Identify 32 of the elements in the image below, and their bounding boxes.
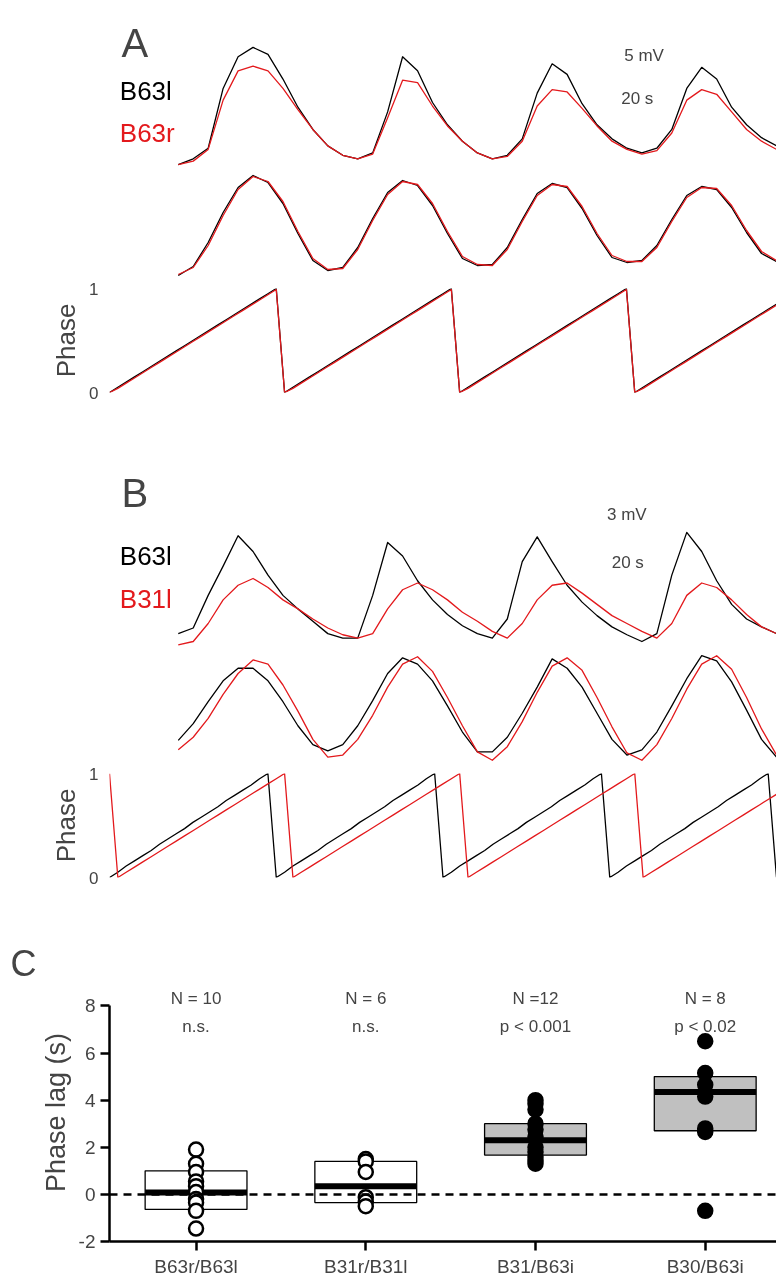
y-tick-label: 1 — [89, 279, 99, 299]
series-label: B63l — [119, 540, 172, 571]
y-tick-label: 0 — [84, 1183, 96, 1205]
annotation: N = 8 p < 0.02 — [674, 989, 737, 1036]
annotation: N =12 p < 0.001 — [499, 989, 572, 1036]
y-axis-title: Phase lag (s) — [40, 1032, 71, 1193]
annotation: 20 s — [611, 553, 644, 572]
y-tick-label: 0 — [89, 383, 99, 403]
annotation: N = 6 n.s. — [345, 989, 387, 1036]
x-tick-label: B63r/B63l — [154, 1255, 238, 1277]
chart-title: B — [121, 470, 149, 515]
chart-title: A — [121, 20, 149, 65]
chart-title: C — [10, 942, 37, 984]
series-label: B31l — [119, 583, 172, 614]
text: 3 mV — [607, 505, 648, 524]
y-axis-title: Phase — [51, 303, 82, 378]
y-axis-title: Phase — [51, 788, 82, 863]
y-tick-label: 1 — [89, 764, 99, 784]
y-tick-label: 2 — [84, 1136, 96, 1158]
y-tick-label: 8 — [84, 995, 96, 1017]
y-tick-label: 4 — [84, 1089, 96, 1111]
annotation: N = 10 n.s. — [170, 989, 222, 1036]
x-tick-label: B31/B63i — [496, 1255, 575, 1277]
series-label: B63r — [119, 117, 176, 148]
y-tick-label: 0 — [89, 868, 99, 888]
annotation: 20 s — [621, 89, 654, 108]
x-tick-label: B31r/B31l — [324, 1255, 408, 1277]
y-tick-label: 6 — [84, 1042, 96, 1064]
series-label: B63l — [119, 75, 172, 106]
x-tick-label: B30/B63i — [666, 1255, 744, 1277]
annotation: 5 mV — [624, 46, 665, 65]
y-tick-label: -2 — [78, 1231, 96, 1252]
